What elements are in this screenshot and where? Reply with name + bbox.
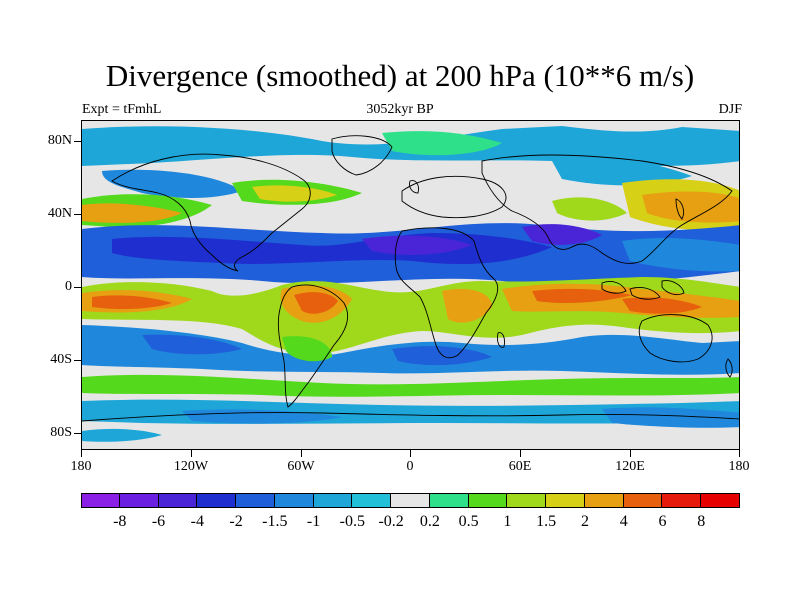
x-tick — [301, 450, 302, 457]
y-tick — [74, 433, 81, 434]
colorbar-swatch — [274, 493, 314, 508]
x-label-180w: 180 — [70, 459, 92, 474]
colorbar-swatch — [507, 493, 547, 508]
colorbar-label: 6 — [658, 513, 667, 530]
colorbar-label: 1 — [503, 513, 512, 530]
colorbar-label: 1.5 — [536, 513, 557, 530]
colorbar-label: -8 — [113, 513, 127, 530]
colorbar-label: 2 — [580, 513, 589, 530]
colorbar-label: -1 — [306, 513, 321, 530]
x-label-60e: 60E — [508, 459, 532, 474]
colorbar-swatch — [197, 493, 237, 508]
colorbar-swatch — [158, 493, 198, 508]
y-tick — [74, 214, 81, 215]
x-label-120w: 120W — [173, 459, 209, 474]
colorbar-label: 8 — [697, 513, 706, 530]
colorbar-swatch — [584, 493, 624, 508]
x-tick — [191, 450, 192, 457]
colorbar-swatch — [468, 493, 508, 508]
colorbar-swatch — [429, 493, 469, 508]
x-label-60w: 60W — [287, 459, 315, 474]
y-label-40n: 40N — [47, 206, 72, 221]
colorbar-label: -1.5 — [262, 513, 288, 530]
x-tick — [630, 450, 631, 457]
y-label-80n: 80N — [47, 133, 72, 148]
map-canvas — [82, 121, 739, 449]
x-label-120e: 120E — [615, 459, 645, 474]
x-label-180e: 180 — [728, 459, 750, 474]
divergence-map — [81, 120, 740, 450]
x-tick — [81, 450, 82, 457]
colorbar-label: -4 — [190, 513, 204, 530]
divergence-field — [82, 121, 739, 449]
colorbar-swatch — [701, 493, 740, 508]
colorbar-swatch — [391, 493, 430, 508]
colorbar-label: -0.2 — [378, 513, 404, 530]
x-label-0: 0 — [406, 459, 414, 474]
y-tick — [74, 141, 81, 142]
colorbar-swatch — [313, 493, 353, 508]
colorbar-label: -0.5 — [339, 513, 365, 530]
experiment-label: Expt = tFmhL — [82, 102, 162, 117]
y-label-0: 0 — [65, 279, 72, 294]
time-label: 3052kyr BP — [366, 102, 434, 117]
colorbar-label: 0.5 — [458, 513, 479, 530]
colorbar-label: -2 — [229, 513, 243, 530]
x-tick — [739, 450, 740, 457]
colorbar-label: 4 — [619, 513, 628, 530]
colorbar-swatch — [236, 493, 275, 508]
colorbar-swatch — [119, 493, 159, 508]
colorbar-label: -6 — [151, 513, 166, 530]
colorbar — [81, 493, 740, 508]
x-tick — [410, 450, 411, 457]
colorbar-swatch — [623, 493, 663, 508]
y-label-80s: 80S — [50, 425, 72, 440]
y-tick — [74, 360, 81, 361]
x-tick — [520, 450, 521, 457]
coastlines — [82, 135, 739, 422]
y-tick — [74, 287, 81, 288]
colorbar-swatch — [81, 493, 120, 508]
colorbar-label: 0.2 — [419, 513, 440, 530]
colorbar-swatch — [662, 493, 702, 508]
colorbar-swatch — [546, 493, 585, 508]
colorbar-swatch — [352, 493, 392, 508]
y-label-40s: 40S — [50, 352, 72, 367]
plot-title: Divergence (smoothed) at 200 hPa (10**6 … — [105, 58, 695, 93]
season-label: DJF — [718, 102, 742, 117]
